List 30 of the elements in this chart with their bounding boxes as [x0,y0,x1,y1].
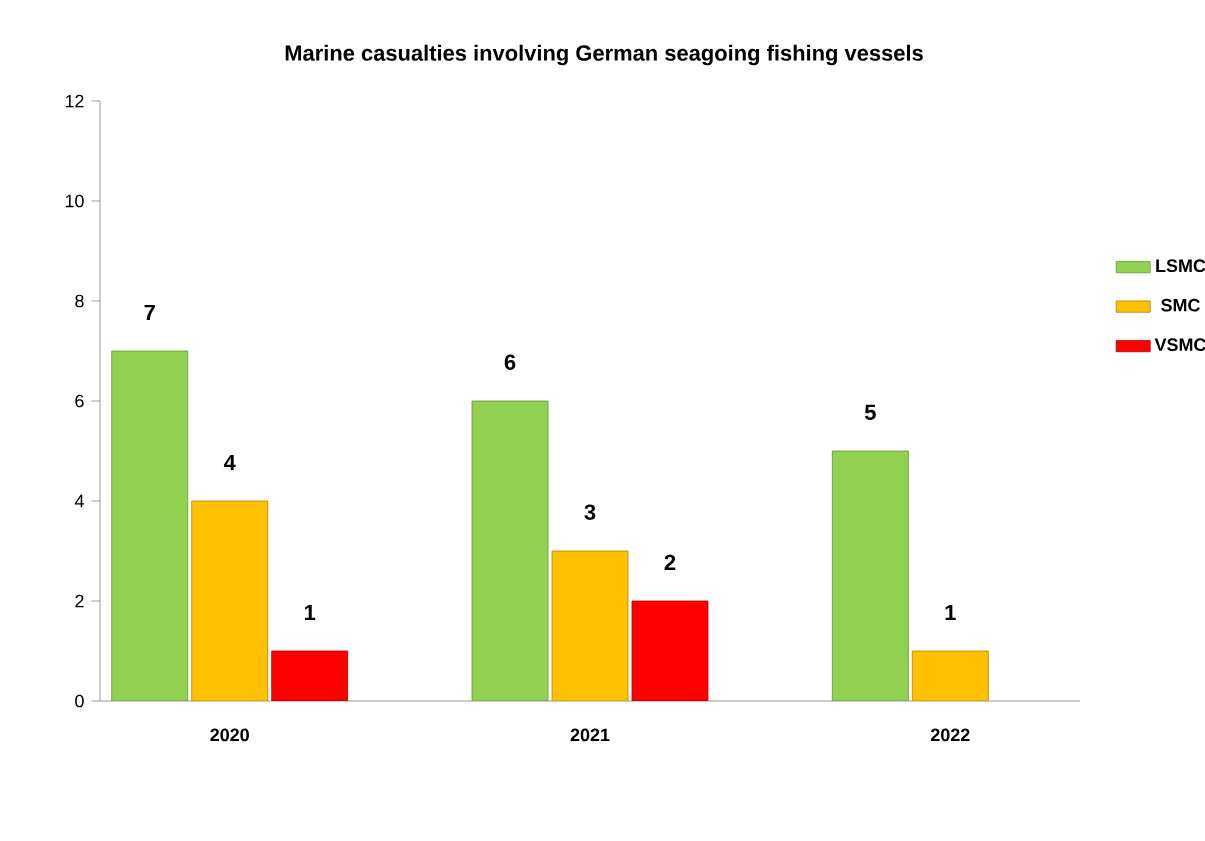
y-tick-label: 2 [75,594,84,608]
data-label: 1 [304,604,316,620]
bar [191,500,269,701]
data-label: 6 [504,354,516,370]
y-tick-label: 4 [74,494,84,508]
y-tick-label: 0 [75,694,84,708]
y-tick-label: 8 [75,294,84,308]
x-tick-label: 2022 [930,728,970,742]
y-tick-label: 10 [65,194,84,208]
bar [911,650,989,701]
x-tick-label: 2021 [570,728,610,742]
legend-label: SMC [1161,298,1200,312]
legend-label: VSMC [1154,338,1205,352]
bar [271,650,349,701]
bar [551,550,629,701]
data-label: 5 [864,404,876,420]
x-tick-label: 2020 [210,728,249,742]
bar [631,600,709,701]
y-tick-label: 6 [75,394,84,408]
data-label: 1 [945,604,956,620]
legend-label: LSMC [1156,259,1205,273]
data-label: 4 [223,454,236,470]
data-label: 7 [144,304,155,320]
data-label: 2 [664,554,676,570]
y-tick-label: 12 [65,94,84,108]
data-label: 3 [584,504,596,520]
bar [111,350,189,701]
chart-title: Marine casualties involving German seagoing fishing vessels [285,44,923,66]
bar [471,400,549,701]
bar [831,450,909,701]
